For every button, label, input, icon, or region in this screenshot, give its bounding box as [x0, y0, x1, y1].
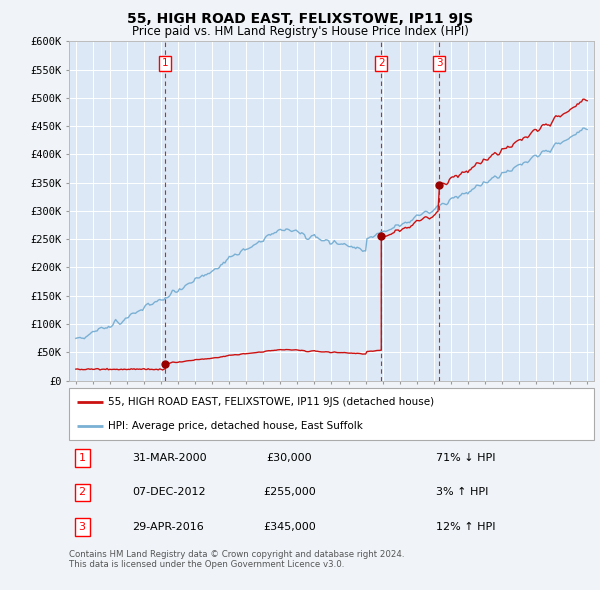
- Text: 3% ↑ HPI: 3% ↑ HPI: [437, 487, 489, 497]
- Text: Price paid vs. HM Land Registry's House Price Index (HPI): Price paid vs. HM Land Registry's House …: [131, 25, 469, 38]
- Text: 12% ↑ HPI: 12% ↑ HPI: [437, 522, 496, 532]
- Text: 07-DEC-2012: 07-DEC-2012: [132, 487, 206, 497]
- Text: 1: 1: [79, 453, 86, 463]
- Text: 2: 2: [79, 487, 86, 497]
- Text: £30,000: £30,000: [266, 453, 313, 463]
- Text: 1: 1: [162, 58, 169, 68]
- Text: 3: 3: [436, 58, 443, 68]
- Text: £345,000: £345,000: [263, 522, 316, 532]
- Text: 55, HIGH ROAD EAST, FELIXSTOWE, IP11 9JS (detached house): 55, HIGH ROAD EAST, FELIXSTOWE, IP11 9JS…: [109, 396, 434, 407]
- Text: £255,000: £255,000: [263, 487, 316, 497]
- Text: 55, HIGH ROAD EAST, FELIXSTOWE, IP11 9JS: 55, HIGH ROAD EAST, FELIXSTOWE, IP11 9JS: [127, 12, 473, 26]
- Text: HPI: Average price, detached house, East Suffolk: HPI: Average price, detached house, East…: [109, 421, 363, 431]
- Text: 2: 2: [378, 58, 385, 68]
- Text: Contains HM Land Registry data © Crown copyright and database right 2024.
This d: Contains HM Land Registry data © Crown c…: [69, 550, 404, 569]
- Text: 71% ↓ HPI: 71% ↓ HPI: [437, 453, 496, 463]
- Text: 3: 3: [79, 522, 86, 532]
- Text: 31-MAR-2000: 31-MAR-2000: [132, 453, 206, 463]
- Text: 29-APR-2016: 29-APR-2016: [132, 522, 204, 532]
